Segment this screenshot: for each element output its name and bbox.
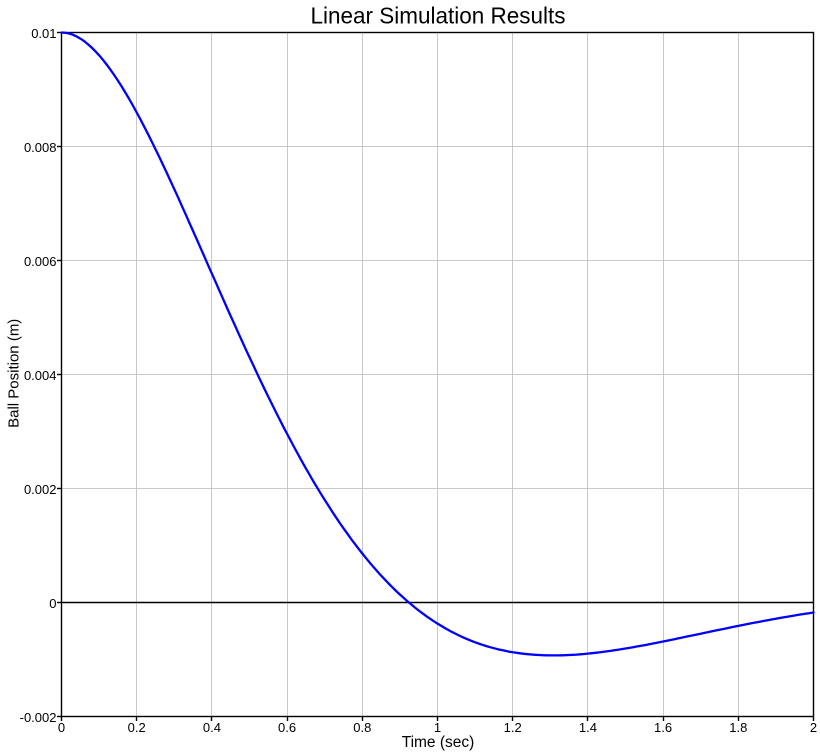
svg-text:0: 0 [49,596,56,611]
svg-text:-0.002: -0.002 [20,710,57,725]
svg-text:0.4: 0.4 [203,720,221,735]
svg-text:0.002: 0.002 [24,482,57,497]
svg-text:0.004: 0.004 [24,368,57,383]
svg-text:2: 2 [810,720,817,735]
svg-text:0.6: 0.6 [278,720,296,735]
svg-text:0: 0 [58,720,65,735]
svg-text:0.008: 0.008 [24,140,57,155]
svg-text:1: 1 [434,720,441,735]
svg-text:Time (sec): Time (sec) [402,734,475,751]
svg-text:0.8: 0.8 [353,720,371,735]
svg-text:1.2: 1.2 [504,720,522,735]
svg-text:1.8: 1.8 [729,720,747,735]
svg-text:0.01: 0.01 [31,26,56,41]
svg-text:0.006: 0.006 [24,254,57,269]
svg-text:0.2: 0.2 [128,720,146,735]
svg-text:Ball Position (m): Ball Position (m) [5,319,22,428]
svg-text:Linear Simulation Results: Linear Simulation Results [310,2,565,28]
svg-text:1.6: 1.6 [654,720,672,735]
svg-text:1.4: 1.4 [579,720,597,735]
